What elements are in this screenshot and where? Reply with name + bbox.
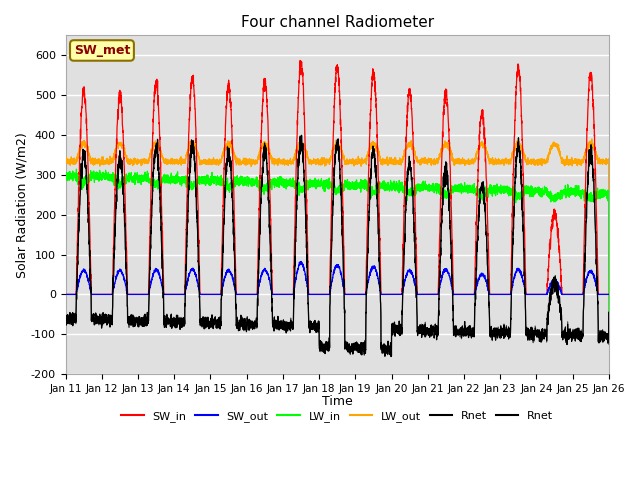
Title: Four channel Radiometer: Four channel Radiometer	[241, 15, 434, 30]
LW_out	[459, 160, 467, 166]
Rnet	[490, 332, 498, 337]
Rnet	[429, 326, 436, 332]
LW_in	[605, 310, 612, 315]
SW_in	[605, 291, 612, 297]
Rnet	[459, 332, 467, 338]
Y-axis label: Solar Radiation (W/m2): Solar Radiation (W/m2)	[15, 132, 28, 277]
Line: SW_out: SW_out	[66, 262, 609, 294]
LW_in	[459, 187, 467, 192]
SW_out	[459, 291, 467, 297]
Line: Rnet: Rnet	[66, 135, 609, 357]
LW_out	[62, 156, 70, 162]
SW_in	[459, 291, 467, 297]
LW_in	[159, 178, 167, 183]
Rnet	[604, 331, 612, 336]
Legend: SW_in, SW_out, LW_in, LW_out, Rnet, Rnet: SW_in, SW_out, LW_in, LW_out, Rnet, Rnet	[117, 407, 557, 426]
LW_out	[429, 160, 436, 166]
LW_in	[429, 184, 436, 190]
SW_in	[296, 58, 304, 63]
Rnet	[62, 315, 70, 321]
SW_out	[490, 291, 497, 297]
LW_out	[605, 291, 612, 297]
LW_out	[604, 160, 612, 166]
LW_in	[62, 170, 70, 176]
Line: SW_in: SW_in	[66, 60, 609, 294]
Rnet	[381, 354, 388, 360]
Rnet	[387, 354, 395, 360]
SW_out	[62, 291, 70, 297]
SW_in	[62, 291, 70, 297]
Rnet	[429, 326, 436, 332]
SW_in	[490, 291, 497, 297]
SW_in	[159, 273, 167, 279]
Line: LW_out: LW_out	[66, 139, 609, 294]
Rnet	[62, 315, 70, 321]
X-axis label: Time: Time	[322, 395, 353, 408]
Rnet	[317, 338, 324, 344]
LW_in	[490, 188, 497, 194]
Rnet	[605, 310, 612, 315]
LW_out	[490, 159, 497, 165]
Line: Rnet: Rnet	[66, 135, 609, 357]
Rnet	[490, 331, 498, 337]
SW_out	[298, 259, 305, 264]
LW_out	[317, 162, 324, 168]
LW_in	[72, 166, 80, 172]
Rnet	[459, 332, 467, 337]
Rnet	[298, 132, 305, 138]
LW_in	[604, 192, 612, 198]
SW_out	[317, 291, 324, 297]
Rnet	[317, 338, 324, 344]
Rnet	[298, 132, 305, 138]
SW_out	[604, 291, 612, 297]
SW_out	[429, 291, 436, 297]
SW_in	[429, 291, 436, 297]
SW_out	[159, 288, 167, 294]
LW_out	[159, 156, 167, 162]
SW_in	[604, 291, 612, 297]
Rnet	[604, 332, 612, 337]
Text: SW_met: SW_met	[74, 44, 130, 57]
LW_out	[588, 136, 596, 142]
Rnet	[159, 295, 167, 300]
Rnet	[159, 295, 167, 301]
SW_out	[605, 291, 612, 297]
Rnet	[605, 310, 612, 315]
SW_in	[317, 291, 324, 297]
LW_in	[317, 178, 324, 183]
Line: LW_in: LW_in	[66, 169, 609, 312]
